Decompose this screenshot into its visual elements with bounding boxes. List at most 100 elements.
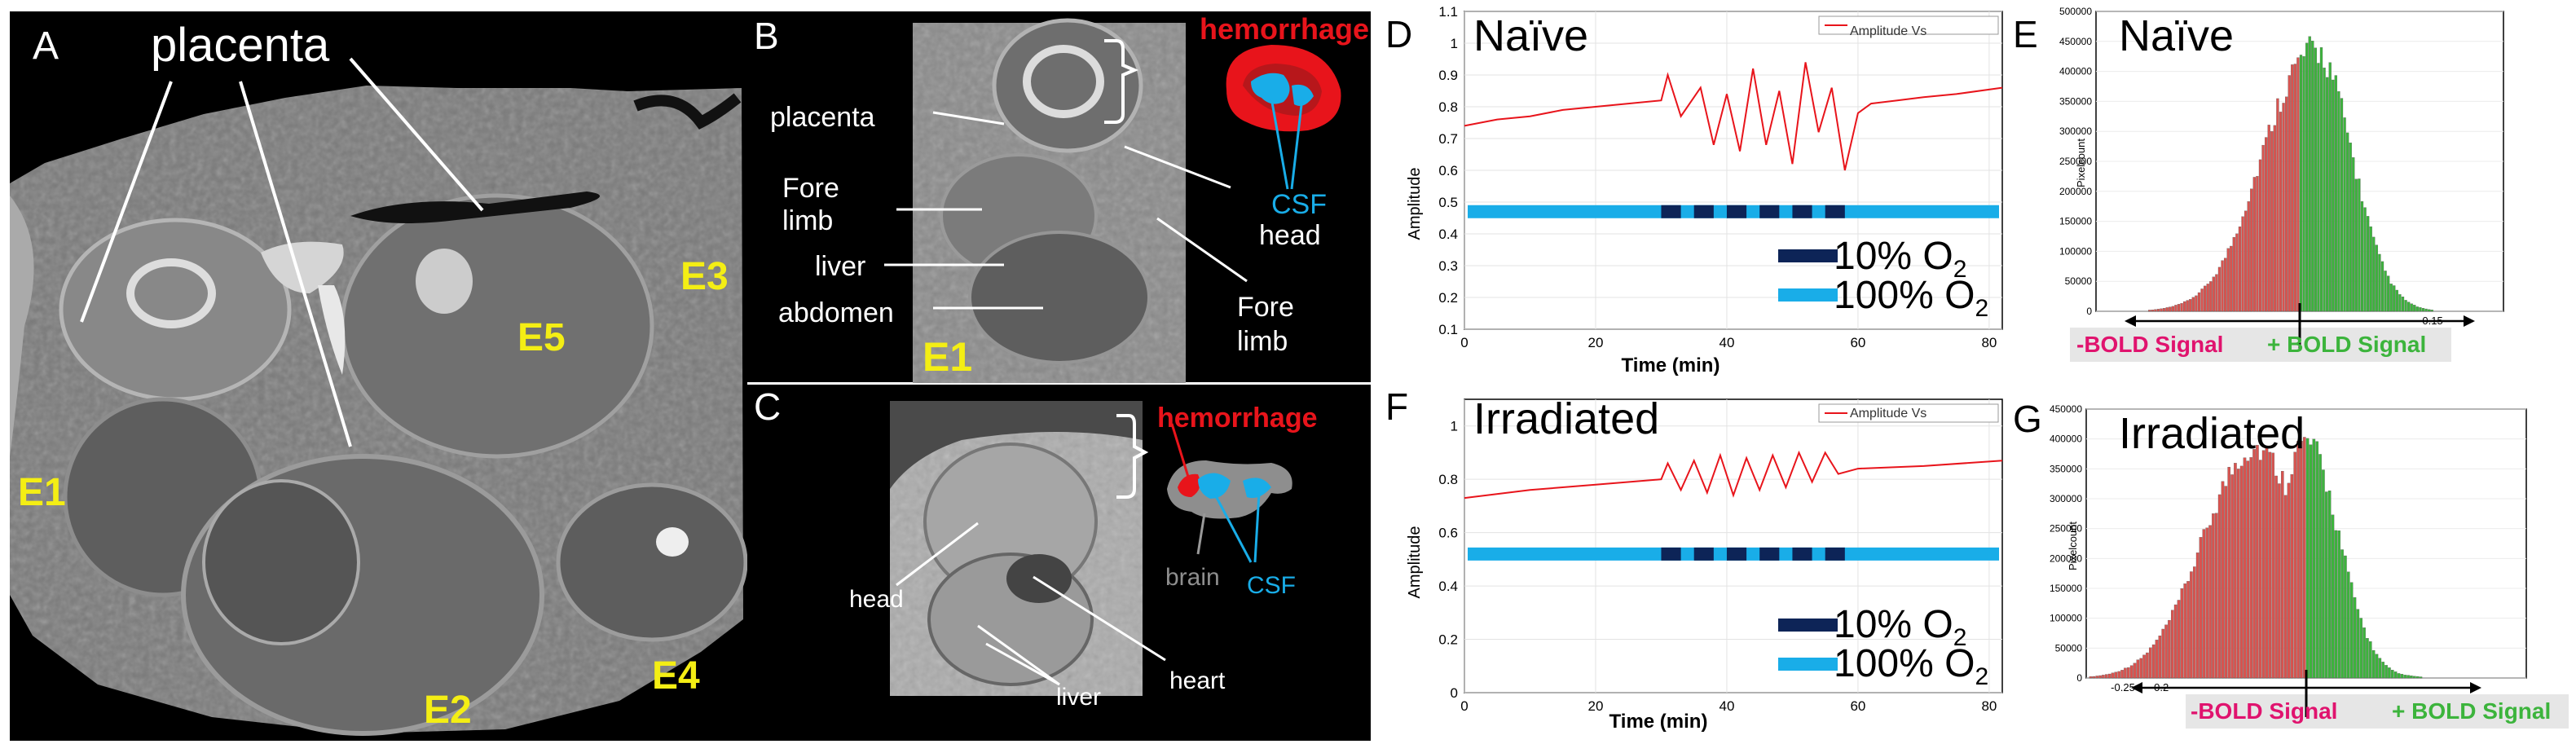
hemorrhage-pointer-c — [1170, 423, 1193, 488]
pointer-lines-c — [896, 522, 1166, 686]
histogram-bar — [2324, 491, 2328, 679]
head-b — [992, 18, 1143, 153]
histogram-bar — [2111, 672, 2115, 679]
histogram-bar — [2345, 132, 2349, 312]
legend-box — [1818, 15, 1999, 35]
histogram-bar — [2369, 226, 2372, 312]
histogram-bar — [2419, 307, 2422, 312]
histogram-bar — [2161, 628, 2164, 679]
histogram-bar — [2309, 444, 2313, 679]
histogram-bar — [2249, 457, 2252, 679]
histogram-bar — [2302, 56, 2305, 312]
x-tick-label: -0.25 — [2111, 681, 2135, 693]
histogram-bar — [2427, 309, 2431, 312]
embryo-e4 — [556, 482, 748, 642]
histogram-bar — [2209, 281, 2213, 312]
histogram-bar — [2217, 494, 2222, 679]
y-tick-label: 200000 — [2059, 186, 2092, 197]
panel-e-neg-label: -BOLD Signal — [2076, 332, 2223, 357]
y-tick-label: 0.7 — [1438, 131, 1458, 147]
histogram-bar — [2276, 98, 2279, 312]
histogram-bar — [2334, 530, 2338, 679]
histogram-bar — [2186, 300, 2189, 312]
y-tick-label: 400000 — [2059, 66, 2092, 77]
histogram-bar — [2217, 266, 2222, 312]
panel-f-xlabel: Time (min) — [1609, 711, 1708, 733]
histogram-bar — [2169, 306, 2172, 312]
histogram-bar — [2412, 676, 2416, 679]
histogram-bar — [2186, 581, 2190, 679]
histogram-bar — [2386, 275, 2390, 312]
pos-arrow-head — [2464, 315, 2475, 327]
y-tick-label: 0.2 — [1438, 290, 1458, 306]
histogram-bar — [2221, 481, 2225, 679]
histogram-bar — [2371, 649, 2376, 679]
csf-pointers-b — [1270, 97, 1304, 190]
histogram-bar — [2195, 295, 2198, 312]
histogram-bar — [2098, 675, 2102, 679]
histogram-bar — [2280, 470, 2284, 679]
histogram-bar — [2089, 676, 2093, 679]
histogram-bar — [2421, 308, 2425, 312]
histogram-bar — [2151, 310, 2154, 312]
embryo-e4-spot — [656, 527, 689, 557]
head-bracket-c — [1116, 414, 1149, 499]
histogram-bar — [2349, 143, 2352, 312]
histogram-bar — [2308, 36, 2311, 312]
histogram-bar — [2258, 460, 2262, 679]
pos-arrow-head — [2470, 682, 2481, 693]
histogram-bar — [2271, 452, 2274, 679]
histogram-bar — [2291, 64, 2294, 312]
histogram-bar — [2363, 207, 2367, 312]
histogram-bar — [2200, 288, 2204, 312]
histogram-bar — [2340, 549, 2344, 679]
panel-f-key-low: 10% O2 — [1834, 603, 1966, 651]
y-tick-label: 400000 — [2050, 434, 2082, 445]
embryo-label-e3: E3 — [680, 255, 729, 298]
embryo-e1-brain — [126, 258, 216, 328]
y-tick-label: 150000 — [2050, 583, 2082, 594]
histogram-bar — [2095, 676, 2098, 679]
placenta-label-b: placenta — [770, 102, 875, 133]
histogram-bar — [2380, 261, 2384, 312]
histogram-bar — [2388, 667, 2391, 679]
fore-limb-right-label-b-line2: limb — [1237, 326, 1288, 357]
histogram-bar — [2356, 609, 2360, 679]
histogram-bar — [2404, 300, 2407, 312]
y-tick-label: 0.3 — [1438, 258, 1458, 274]
x-tick-label: 20 — [1588, 335, 1604, 350]
hemorrhage-schematic-c — [1178, 473, 1200, 497]
histogram-bar — [2160, 308, 2163, 312]
histogram-bar — [2124, 667, 2127, 679]
histogram-bar — [2290, 473, 2294, 679]
histogram-bar — [2265, 446, 2269, 679]
chart-panel-e: 0 50000 100000 150000 200000 250000 300000 3500… — [2059, 6, 2504, 362]
histogram-bar — [2173, 604, 2177, 679]
histogram-bar — [2349, 582, 2354, 679]
y-tick-label: 450000 — [2059, 36, 2092, 47]
histogram-bar — [2390, 670, 2394, 679]
brain-pointer-c — [1196, 513, 1206, 555]
histogram-bar — [2268, 451, 2272, 679]
y-tick-label: 1 — [1451, 419, 1458, 434]
histogram-bar — [2164, 624, 2168, 679]
amplitude-series-line — [1464, 450, 2003, 500]
panel-f-title: Irradiated — [1473, 394, 1659, 443]
panel-e-letter: E — [2013, 13, 2038, 55]
histogram-bar — [2381, 662, 2384, 679]
y-tick-label: 0 — [1451, 685, 1458, 701]
histogram-bar — [2256, 176, 2259, 312]
histogram-bar — [2344, 555, 2347, 679]
panel-g-letter: G — [2013, 398, 2042, 440]
y-tick-label: 50000 — [2055, 642, 2083, 654]
pointer-lines-b — [884, 111, 1248, 310]
histogram-bar — [2151, 644, 2155, 679]
y-tick-label: 0 — [2086, 306, 2092, 317]
x-tick-label: 60 — [1850, 335, 1865, 350]
histogram-bar — [2322, 469, 2325, 679]
histogram-bar — [2315, 441, 2318, 679]
histogram-bar — [2252, 177, 2256, 312]
histogram-bar — [2354, 178, 2358, 312]
histogram-bar — [2168, 619, 2171, 679]
histogram-bar — [2165, 307, 2169, 312]
